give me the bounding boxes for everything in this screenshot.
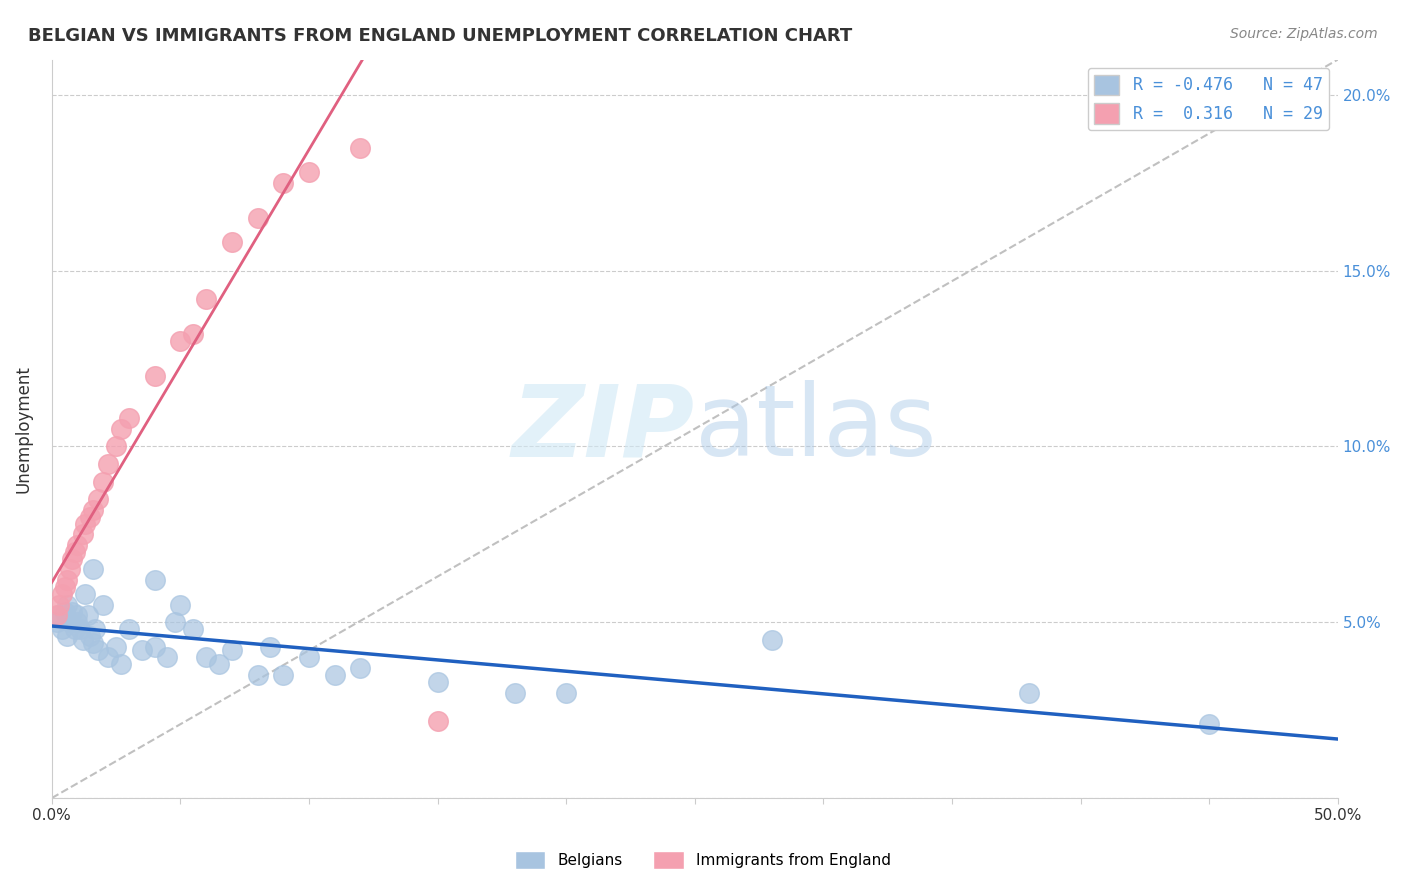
- Point: [349, 140, 371, 154]
- Point: [246, 211, 269, 225]
- Point: [195, 650, 218, 665]
- Point: [72, 632, 94, 647]
- Point: [208, 657, 231, 672]
- Point: [143, 573, 166, 587]
- Point: [131, 643, 153, 657]
- Point: [82, 562, 104, 576]
- Point: [97, 650, 120, 665]
- Point: [271, 176, 294, 190]
- Point: [298, 165, 321, 179]
- Point: [1018, 685, 1040, 699]
- Y-axis label: Unemployment: Unemployment: [15, 365, 32, 492]
- Point: [63, 545, 86, 559]
- Point: [48, 598, 70, 612]
- Point: [53, 605, 76, 619]
- Point: [259, 640, 281, 654]
- Point: [76, 608, 98, 623]
- Point: [56, 598, 79, 612]
- Point: [79, 629, 101, 643]
- Point: [51, 622, 73, 636]
- Point: [503, 685, 526, 699]
- Point: [97, 457, 120, 471]
- Point: [221, 235, 243, 250]
- Point: [66, 608, 89, 623]
- Point: [156, 650, 179, 665]
- Text: atlas: atlas: [695, 380, 936, 477]
- Point: [181, 326, 204, 341]
- Legend: Belgians, Immigrants from England: Belgians, Immigrants from England: [509, 845, 897, 875]
- Point: [75, 516, 97, 531]
- Point: [221, 643, 243, 657]
- Point: [169, 334, 191, 348]
- Point: [323, 668, 346, 682]
- Point: [45, 608, 67, 623]
- Point: [165, 615, 187, 630]
- Point: [426, 714, 449, 728]
- Point: [59, 562, 82, 576]
- Point: [110, 657, 132, 672]
- Point: [298, 650, 321, 665]
- Point: [51, 587, 73, 601]
- Point: [53, 580, 76, 594]
- Point: [118, 411, 141, 425]
- Point: [761, 632, 783, 647]
- Point: [60, 552, 83, 566]
- Text: Source: ZipAtlas.com: Source: ZipAtlas.com: [1230, 27, 1378, 41]
- Point: [82, 502, 104, 516]
- Point: [349, 661, 371, 675]
- Point: [271, 668, 294, 682]
- Point: [555, 685, 578, 699]
- Point: [105, 439, 128, 453]
- Point: [426, 675, 449, 690]
- Point: [48, 608, 70, 623]
- Text: BELGIAN VS IMMIGRANTS FROM ENGLAND UNEMPLOYMENT CORRELATION CHART: BELGIAN VS IMMIGRANTS FROM ENGLAND UNEMP…: [28, 27, 852, 45]
- Point: [143, 640, 166, 654]
- Point: [60, 605, 83, 619]
- Point: [91, 475, 114, 489]
- Point: [195, 292, 218, 306]
- Point: [1198, 717, 1220, 731]
- Point: [72, 527, 94, 541]
- Point: [45, 615, 67, 630]
- Point: [56, 629, 79, 643]
- Point: [56, 573, 79, 587]
- Point: [181, 622, 204, 636]
- Point: [75, 587, 97, 601]
- Point: [246, 668, 269, 682]
- Point: [59, 615, 82, 630]
- Point: [118, 622, 141, 636]
- Point: [66, 615, 89, 630]
- Point: [79, 509, 101, 524]
- Point: [87, 643, 110, 657]
- Point: [169, 598, 191, 612]
- Point: [66, 538, 89, 552]
- Point: [84, 622, 107, 636]
- Point: [143, 369, 166, 384]
- Legend: R = -0.476   N = 47, R =  0.316   N = 29: R = -0.476 N = 47, R = 0.316 N = 29: [1088, 68, 1330, 130]
- Point: [110, 422, 132, 436]
- Point: [91, 598, 114, 612]
- Point: [69, 622, 91, 636]
- Text: ZIP: ZIP: [512, 380, 695, 477]
- Point: [105, 640, 128, 654]
- Point: [82, 636, 104, 650]
- Point: [63, 622, 86, 636]
- Point: [87, 492, 110, 507]
